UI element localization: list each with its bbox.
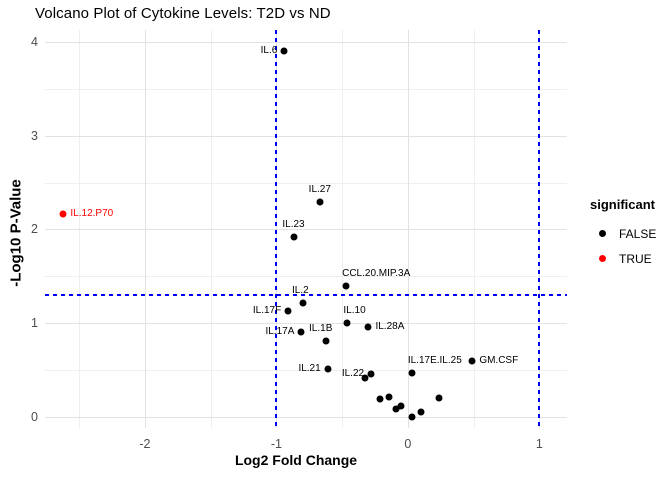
y-tick-label: 0 <box>31 409 38 424</box>
data-point-label: IL.23 <box>282 218 305 230</box>
grid-line-major-h <box>45 42 567 44</box>
legend-true-label: TRUE <box>619 251 652 266</box>
plot-title: Volcano Plot of Cytokine Levels: T2D vs … <box>35 5 331 22</box>
data-point <box>361 374 368 382</box>
data-point <box>435 394 443 402</box>
data-point <box>343 319 351 327</box>
pvalue-threshold-line <box>45 294 567 297</box>
data-point <box>408 413 416 421</box>
data-point-label: IL.17E.IL.25 <box>407 354 462 366</box>
data-point-label: IL.27 <box>308 184 331 196</box>
data-point <box>385 393 393 401</box>
y-tick-label: 1 <box>31 316 38 331</box>
fold-change-threshold-line <box>538 30 541 428</box>
legend-title: significant <box>590 197 656 212</box>
legend: significant FALSE TRUE <box>588 197 656 271</box>
grid-line-minor-h <box>45 276 567 278</box>
data-point <box>392 405 400 413</box>
data-point-label: IL.12.P70 <box>70 207 114 219</box>
data-point <box>367 370 375 378</box>
data-point-label: IL.10 <box>343 305 366 317</box>
data-point <box>322 337 330 345</box>
grid-line-minor-h <box>45 88 567 90</box>
legend-false-dot-icon <box>599 230 606 237</box>
grid-line-minor-h <box>45 369 567 371</box>
legend-false-label: FALSE <box>619 226 657 241</box>
data-point <box>290 233 297 241</box>
x-tick-label: 1 <box>535 437 543 451</box>
grid-line-minor-v <box>342 30 344 428</box>
data-point <box>342 282 350 290</box>
x-tick-label: 0 <box>404 437 412 451</box>
y-tick-label: 4 <box>31 35 38 50</box>
legend-entry-false: FALSE <box>588 221 656 246</box>
data-point <box>397 402 405 410</box>
data-point-label: IL.6 <box>260 44 278 56</box>
y-axis-title: -Log10 P-Value <box>7 179 25 287</box>
plot-panel: IL.6 IL.12.P70 IL.27 IL.23 CCL.20.MIP.3A IL.2… <box>45 30 567 428</box>
data-point <box>59 210 67 218</box>
grid-line-minor-v <box>79 30 81 428</box>
grid-line-minor-h <box>45 182 567 184</box>
data-point <box>280 47 288 55</box>
legend-entry-true: TRUE <box>588 246 656 271</box>
data-point <box>364 323 372 331</box>
y-tick-label: 2 <box>31 222 38 237</box>
y-tick-label: 3 <box>31 128 38 143</box>
grid-line-minor-v <box>210 30 212 428</box>
x-axis-title: Log2 Fold Change <box>234 452 358 468</box>
legend-true-dot-icon <box>599 255 606 262</box>
data-point-label: GM.CSF <box>479 354 519 366</box>
grid-line-major-h <box>45 323 567 325</box>
x-tick-label: -1 <box>270 437 282 451</box>
data-point <box>408 369 416 377</box>
data-point-label: IL.17F <box>252 304 282 316</box>
grid-line-major-h <box>45 135 567 137</box>
grid-line-major-v <box>407 30 409 428</box>
data-point-label: IL.22 <box>341 367 365 379</box>
grid-line-major-v <box>144 30 146 428</box>
data-point-label: IL.17A <box>265 326 295 338</box>
fold-change-threshold-line <box>275 30 278 428</box>
data-point-label: IL.2 <box>292 284 309 296</box>
data-point <box>316 198 324 206</box>
data-point <box>324 365 332 373</box>
x-tick-label: -2 <box>139 437 151 451</box>
grid-line-major-h <box>45 229 567 231</box>
data-point-label: IL.21 <box>298 363 321 374</box>
grid-line-minor-v <box>473 30 475 428</box>
data-point <box>376 395 384 403</box>
data-point <box>284 307 292 315</box>
data-point <box>468 357 476 365</box>
data-point <box>417 408 425 416</box>
data-point-label: CCL.20.MIP.3A <box>342 267 411 279</box>
data-point-label: IL.1B <box>309 322 333 334</box>
data-point <box>299 299 307 306</box>
data-point <box>297 328 305 336</box>
data-point-label: IL.28A <box>375 320 405 332</box>
grid-line-major-h <box>45 416 567 418</box>
